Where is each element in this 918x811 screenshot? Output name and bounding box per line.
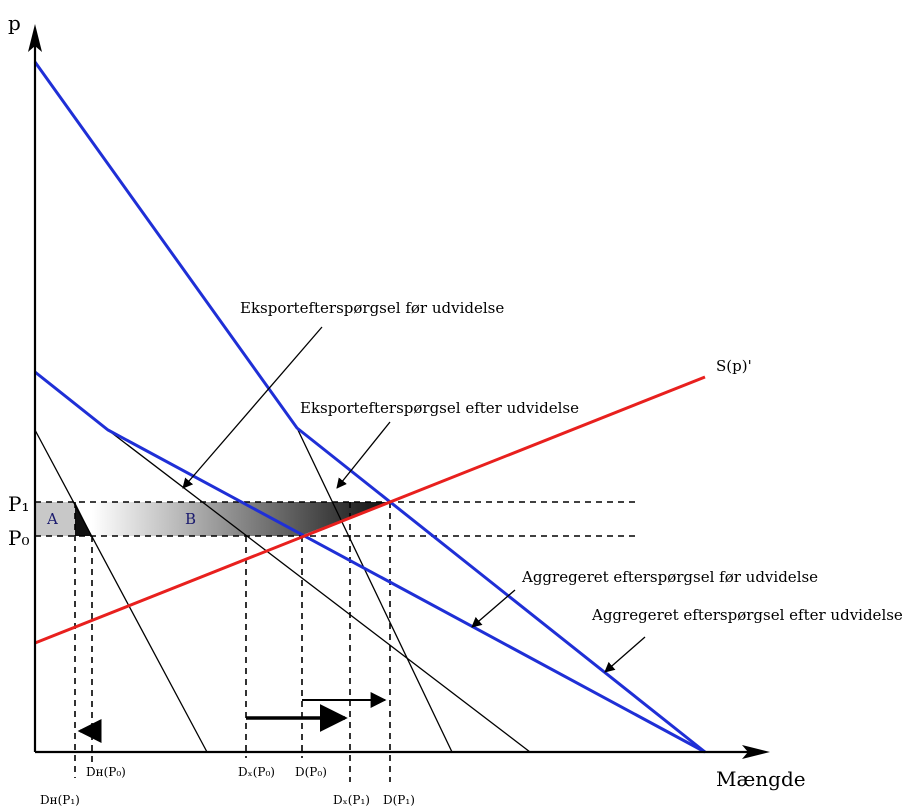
aggregate-before-pointer: [471, 589, 516, 628]
export-before-pointer: [182, 326, 323, 489]
dh-p0-label: Dʜ(P₀): [86, 765, 126, 779]
x-axis-arrow-icon: [742, 745, 770, 759]
dx-p1-label: Dₓ(P₁): [333, 793, 370, 807]
export-after-label: Eksportefterspørgsel efter udvidelse: [300, 399, 579, 417]
aggregate-before-label: Aggregeret efterspørgsel før udvidelse: [521, 568, 818, 586]
export-demand-before-line: [107, 429, 531, 753]
area-b: [92, 502, 390, 536]
x-axis-label: Mængde: [716, 767, 806, 791]
domestic-demand-line: [34, 429, 208, 753]
y-axis-arrow-icon: [28, 24, 42, 52]
dx-p0-label: Dₓ(P₀): [238, 765, 275, 779]
d-p1-label: D(P₁): [383, 793, 415, 807]
supply-curve: [34, 375, 706, 645]
export-before-label: Eksportefterspørgsel før udvidelse: [240, 299, 504, 317]
aggregate-after-pointer: [604, 636, 646, 673]
export-demand-lines: [34, 427, 531, 753]
p1-label: P₁: [8, 492, 29, 516]
export-demand-after-line: [296, 427, 453, 753]
shaded-areas: [35, 502, 390, 536]
shift-arrows: [77, 692, 387, 743]
supply-curve-label: S(p)': [716, 357, 752, 375]
p0-label: P₀: [8, 526, 29, 550]
d-p0-label: D(P₀): [295, 765, 327, 779]
aggregate-demand-after-curve: [33, 61, 706, 754]
aggregate-demand-curves: [33, 61, 706, 754]
area-b-label: B: [185, 510, 196, 528]
y-axis-label: p: [8, 11, 21, 35]
annotation-pointers: [182, 326, 646, 673]
export-after-pointer: [336, 421, 391, 489]
dh-p1-label: Dʜ(P₁): [40, 793, 80, 807]
aggregate-after-label: Aggregeret efterspørgsel efter udvidelse: [591, 606, 903, 624]
area-a-background: [35, 502, 75, 536]
area-a-label: A: [46, 510, 58, 528]
axes: [33, 36, 758, 754]
aggregate-demand-before-curve: [34, 370, 706, 754]
dashed-guides: [35, 501, 640, 782]
